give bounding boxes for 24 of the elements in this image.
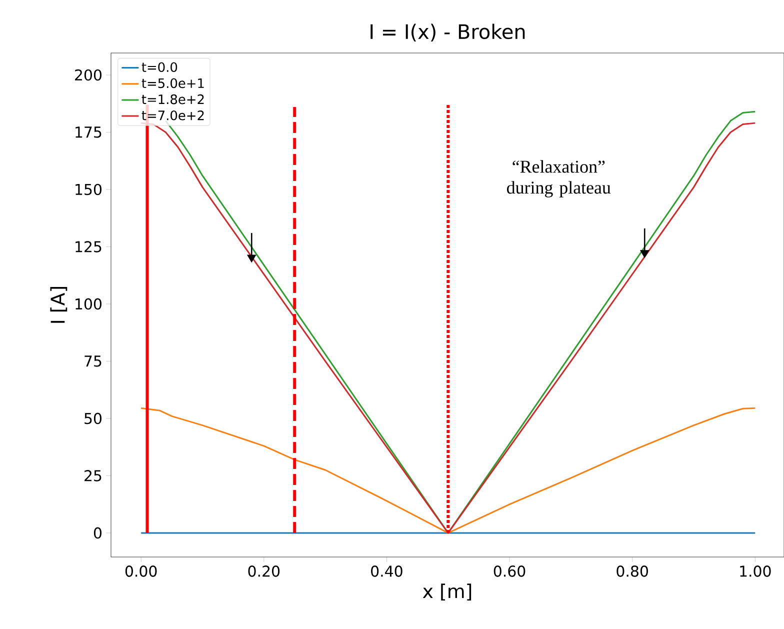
x-tick-label: 0.20 <box>248 566 280 577</box>
chart-title: I = I(x) - Broken <box>370 24 525 42</box>
y-tick-label: 50 <box>84 412 102 424</box>
x-axis-title: x [m] <box>422 584 472 601</box>
y-tick-label: 0 <box>94 527 102 539</box>
y-tick-label: 100 <box>76 298 102 310</box>
y-tick-label: 200 <box>75 69 102 81</box>
x-tick-label: 0.40 <box>371 566 402 577</box>
legend-label: t=7.0e+2 <box>142 110 204 120</box>
y-axis-title: I [A] <box>50 286 68 323</box>
y-tick-label: 175 <box>76 126 102 138</box>
legend-label: t=5.0e+1 <box>142 78 204 88</box>
legend-label: t=0.0 <box>142 62 178 72</box>
y-tick-label: 150 <box>76 184 102 196</box>
legend-label: t=1.8e+2 <box>142 94 204 104</box>
y-tick-label: 75 <box>84 356 102 367</box>
x-tick-label: 0.80 <box>616 566 648 577</box>
y-tick-label: 125 <box>76 241 102 252</box>
x-tick-label: 0.60 <box>494 566 526 577</box>
annotation: “Relaxation” during plateau <box>507 160 611 198</box>
line-series <box>140 407 756 534</box>
y-tick-label: 25 <box>84 470 102 482</box>
x-tick-label: 0.00 <box>125 566 157 577</box>
x-tick-label: 1.00 <box>740 566 771 577</box>
